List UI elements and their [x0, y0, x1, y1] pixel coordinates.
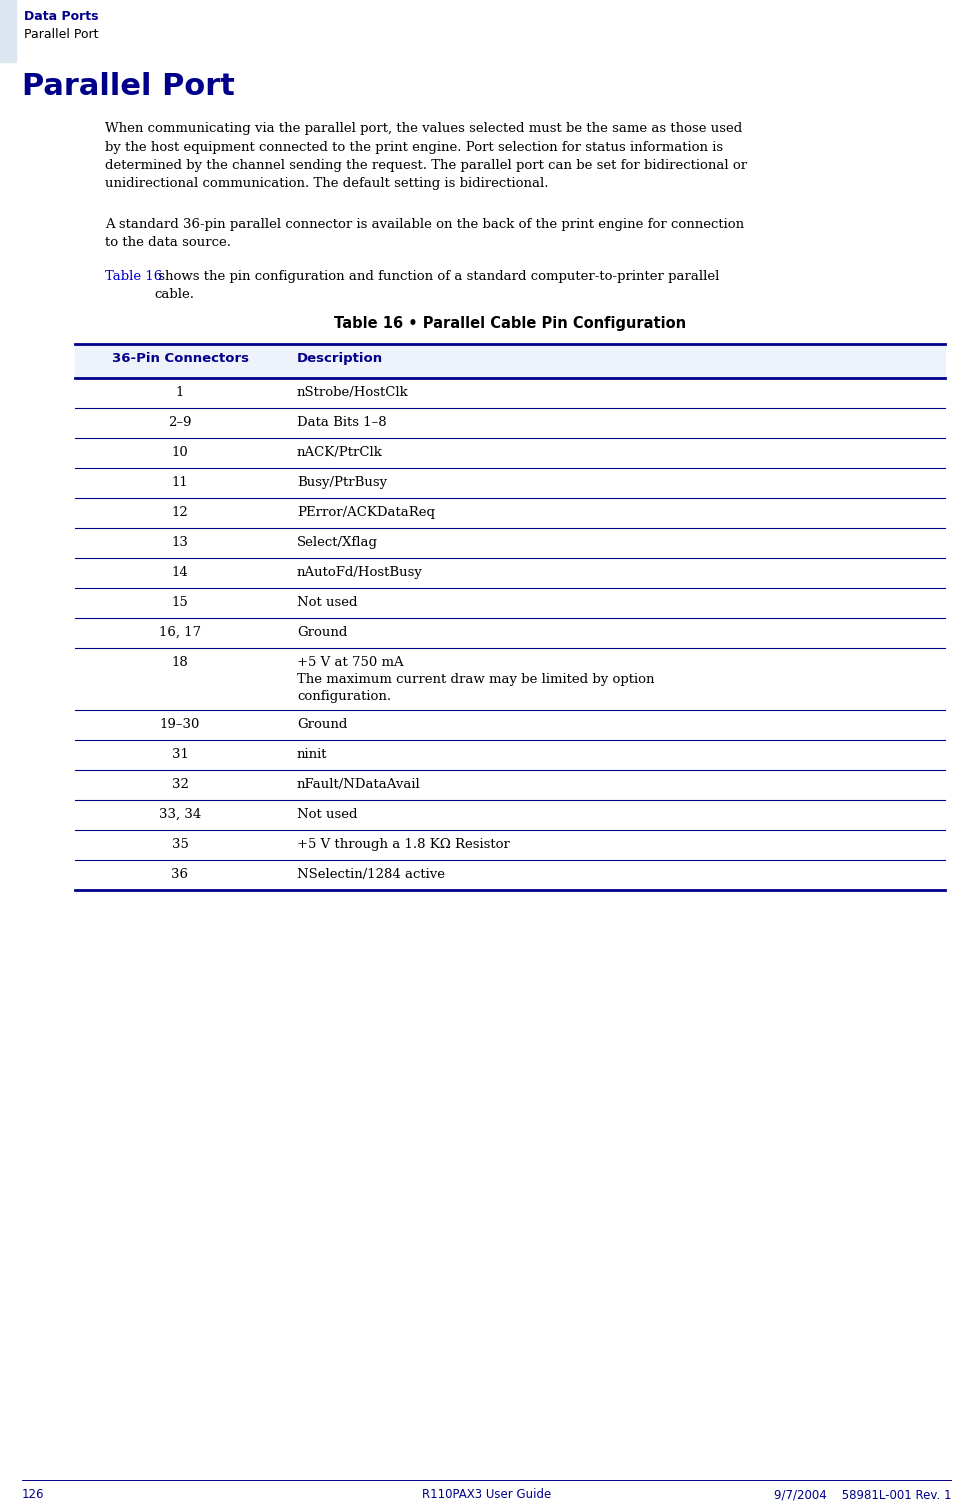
- Text: nFault/NDataAvail: nFault/NDataAvail: [297, 778, 420, 792]
- Bar: [75, 345, 945, 378]
- Text: configuration.: configuration.: [297, 689, 391, 703]
- Text: 2–9: 2–9: [168, 415, 192, 429]
- Text: Data Ports: Data Ports: [24, 11, 98, 23]
- Text: R110PAX3 User Guide: R110PAX3 User Guide: [422, 1488, 551, 1500]
- Text: 14: 14: [171, 566, 189, 579]
- Text: ninit: ninit: [297, 748, 328, 762]
- Text: Data Bits 1–8: Data Bits 1–8: [297, 415, 386, 429]
- Text: NSelectin/1284 active: NSelectin/1284 active: [297, 868, 445, 880]
- Text: +5 V at 750 mA: +5 V at 750 mA: [297, 656, 404, 670]
- Text: 12: 12: [171, 506, 189, 519]
- Text: nACK/PtrClk: nACK/PtrClk: [297, 445, 382, 459]
- Text: 31: 31: [171, 748, 189, 762]
- Bar: [0, 0, 16, 62]
- Text: Select/Xflag: Select/Xflag: [297, 536, 378, 549]
- Text: 10: 10: [171, 445, 189, 459]
- Text: Table 16: Table 16: [105, 269, 162, 283]
- Text: +5 V through a 1.8 KΩ Resistor: +5 V through a 1.8 KΩ Resistor: [297, 838, 510, 850]
- Text: 35: 35: [171, 838, 189, 850]
- Text: shows the pin configuration and function of a standard computer-to-printer paral: shows the pin configuration and function…: [154, 269, 719, 301]
- Text: 36-Pin Connectors: 36-Pin Connectors: [112, 352, 248, 366]
- Text: 16, 17: 16, 17: [159, 626, 201, 640]
- Text: A standard 36-pin parallel connector is available on the back of the print engin: A standard 36-pin parallel connector is …: [105, 218, 744, 250]
- Text: 126: 126: [22, 1488, 45, 1500]
- Text: 15: 15: [171, 596, 189, 610]
- Text: Parallel Port: Parallel Port: [24, 29, 98, 41]
- Text: 18: 18: [171, 656, 189, 670]
- Text: Table 16 • Parallel Cable Pin Configuration: Table 16 • Parallel Cable Pin Configurat…: [334, 316, 686, 331]
- Text: Not used: Not used: [297, 808, 357, 822]
- Text: Ground: Ground: [297, 626, 347, 640]
- Text: 32: 32: [171, 778, 189, 792]
- Text: 19–30: 19–30: [160, 718, 200, 731]
- Text: 1: 1: [176, 385, 184, 399]
- Text: Ground: Ground: [297, 718, 347, 731]
- Text: Busy/PtrBusy: Busy/PtrBusy: [297, 476, 387, 489]
- Text: Description: Description: [297, 352, 383, 366]
- Text: 13: 13: [171, 536, 189, 549]
- Text: nStrobe/HostClk: nStrobe/HostClk: [297, 385, 409, 399]
- Text: 9/7/2004    58981L-001 Rev. 1: 9/7/2004 58981L-001 Rev. 1: [774, 1488, 951, 1500]
- Text: 33, 34: 33, 34: [159, 808, 201, 822]
- Text: nAutoFd/HostBusy: nAutoFd/HostBusy: [297, 566, 423, 579]
- Text: Parallel Port: Parallel Port: [22, 72, 234, 101]
- Text: 36: 36: [171, 868, 189, 880]
- Text: When communicating via the parallel port, the values selected must be the same a: When communicating via the parallel port…: [105, 122, 747, 191]
- Text: 11: 11: [171, 476, 189, 489]
- Text: PError/ACKDataReq: PError/ACKDataReq: [297, 506, 435, 519]
- Text: The maximum current draw may be limited by option: The maximum current draw may be limited …: [297, 673, 655, 686]
- Text: Not used: Not used: [297, 596, 357, 610]
